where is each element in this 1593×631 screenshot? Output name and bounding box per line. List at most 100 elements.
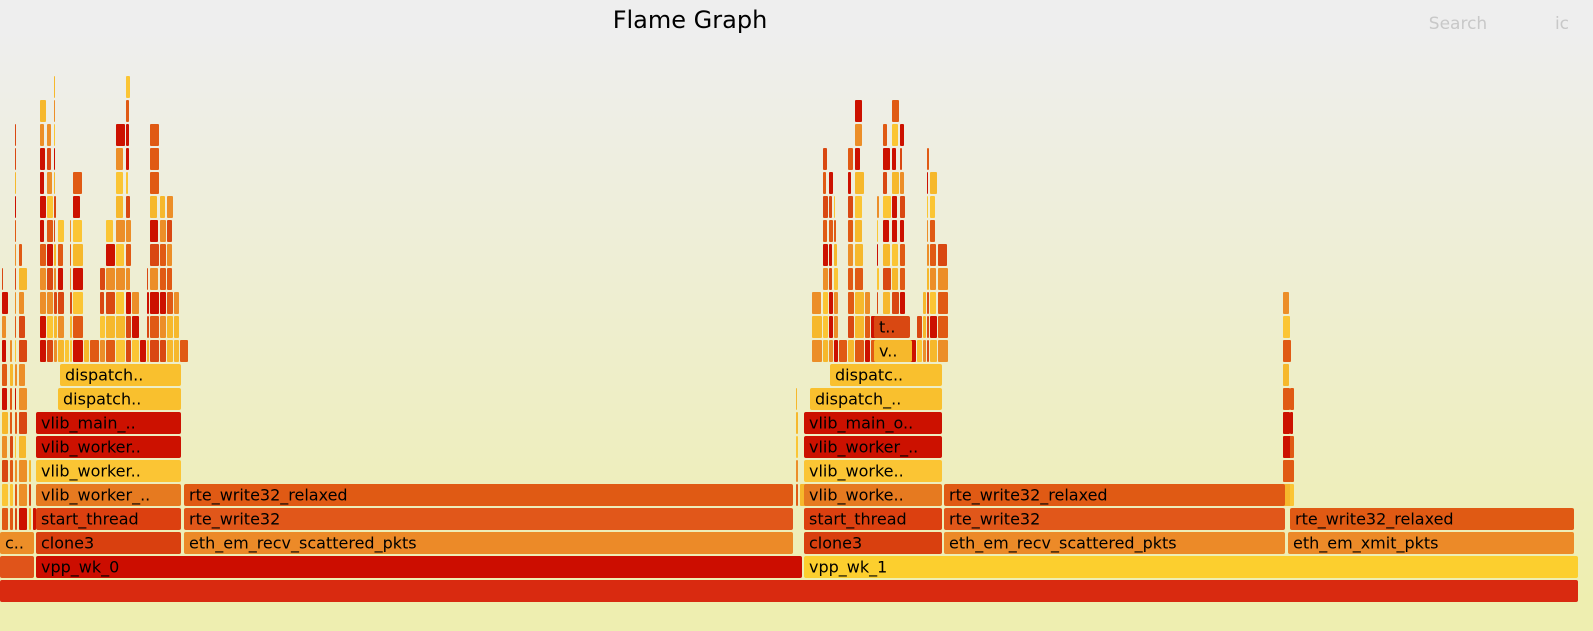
frame[interactable]: rte_write32 bbox=[184, 508, 793, 530]
small-frame[interactable] bbox=[54, 148, 55, 170]
small-frame[interactable] bbox=[15, 220, 16, 242]
small-frame[interactable] bbox=[106, 340, 115, 362]
small-frame[interactable] bbox=[174, 316, 179, 338]
small-frame[interactable] bbox=[132, 316, 139, 338]
small-frame[interactable] bbox=[70, 268, 71, 290]
small-frame[interactable] bbox=[2, 484, 8, 506]
small-frame[interactable] bbox=[848, 268, 853, 290]
small-frame[interactable] bbox=[174, 340, 179, 362]
small-frame[interactable] bbox=[823, 268, 828, 290]
frame-rect[interactable] bbox=[804, 484, 942, 506]
small-frame[interactable] bbox=[829, 340, 833, 362]
small-frame[interactable] bbox=[2, 292, 8, 314]
frame-rect[interactable] bbox=[1290, 508, 1574, 530]
small-frame[interactable] bbox=[19, 436, 26, 458]
frame[interactable]: rte_write32_relaxed bbox=[944, 484, 1285, 506]
small-frame[interactable] bbox=[147, 292, 149, 314]
small-frame[interactable] bbox=[2, 508, 8, 530]
small-frame[interactable] bbox=[19, 388, 27, 410]
small-frame[interactable] bbox=[126, 340, 131, 362]
small-frame[interactable] bbox=[892, 148, 896, 170]
small-frame[interactable] bbox=[930, 172, 937, 194]
small-frame[interactable] bbox=[126, 292, 131, 314]
small-frame[interactable] bbox=[19, 292, 24, 314]
small-frame[interactable] bbox=[160, 292, 166, 314]
small-frame[interactable] bbox=[84, 340, 89, 362]
small-frame[interactable] bbox=[829, 244, 832, 266]
small-frame[interactable] bbox=[180, 340, 188, 362]
small-frame[interactable] bbox=[855, 268, 863, 290]
small-frame[interactable] bbox=[15, 412, 17, 434]
small-frame[interactable] bbox=[54, 268, 56, 290]
small-frame[interactable] bbox=[150, 148, 159, 170]
small-frame[interactable] bbox=[2, 340, 6, 362]
small-frame[interactable] bbox=[54, 340, 57, 362]
small-frame[interactable] bbox=[848, 316, 854, 338]
small-frame[interactable] bbox=[106, 244, 115, 266]
small-frame[interactable] bbox=[855, 148, 860, 170]
small-frame[interactable] bbox=[930, 220, 935, 242]
small-frame[interactable] bbox=[877, 292, 878, 314]
frame[interactable]: eth_em_recv_scattered_pkts bbox=[184, 532, 793, 554]
small-frame[interactable] bbox=[834, 292, 838, 314]
small-frame[interactable] bbox=[938, 340, 948, 362]
small-frame[interactable] bbox=[1290, 484, 1294, 506]
frame[interactable]: vpp_wk_1 bbox=[804, 556, 1578, 578]
small-frame[interactable] bbox=[58, 292, 64, 314]
small-frame[interactable] bbox=[150, 316, 159, 338]
small-frame[interactable] bbox=[938, 316, 948, 338]
small-frame[interactable] bbox=[15, 196, 16, 218]
small-frame[interactable] bbox=[160, 268, 166, 290]
small-frame[interactable] bbox=[1290, 412, 1293, 434]
small-frame[interactable] bbox=[47, 196, 53, 218]
small-frame[interactable] bbox=[938, 244, 947, 266]
small-frame[interactable] bbox=[147, 268, 148, 290]
frame-rect[interactable] bbox=[804, 508, 942, 530]
small-frame[interactable] bbox=[29, 460, 31, 482]
small-frame[interactable] bbox=[73, 316, 83, 338]
small-frame[interactable] bbox=[883, 172, 887, 194]
small-frame[interactable] bbox=[116, 292, 124, 314]
frame[interactable]: start_thread bbox=[804, 508, 942, 530]
small-frame[interactable] bbox=[917, 340, 922, 362]
small-frame[interactable] bbox=[100, 292, 104, 314]
small-frame[interactable] bbox=[829, 268, 832, 290]
frame-rect[interactable] bbox=[36, 460, 181, 482]
frame[interactable]: clone3 bbox=[804, 532, 942, 554]
small-frame[interactable] bbox=[40, 172, 44, 194]
small-frame[interactable] bbox=[15, 436, 16, 458]
small-frame[interactable] bbox=[167, 196, 173, 218]
small-frame[interactable] bbox=[126, 148, 129, 170]
small-frame[interactable] bbox=[877, 196, 879, 218]
frame-rect[interactable] bbox=[36, 412, 181, 434]
small-frame[interactable] bbox=[855, 244, 863, 266]
small-frame[interactable] bbox=[930, 292, 936, 314]
small-frame[interactable] bbox=[823, 148, 827, 170]
small-frame[interactable] bbox=[883, 220, 889, 242]
small-frame[interactable] bbox=[54, 292, 57, 314]
small-frame[interactable] bbox=[47, 148, 51, 170]
frame-rect[interactable] bbox=[184, 532, 793, 554]
small-frame[interactable] bbox=[70, 292, 72, 314]
small-frame[interactable] bbox=[938, 268, 948, 290]
small-frame[interactable] bbox=[150, 220, 158, 242]
small-frame[interactable] bbox=[834, 268, 838, 290]
small-frame[interactable] bbox=[58, 268, 63, 290]
small-frame[interactable] bbox=[892, 172, 899, 194]
small-frame[interactable] bbox=[47, 220, 53, 242]
small-frame[interactable] bbox=[160, 220, 166, 242]
small-frame[interactable] bbox=[855, 100, 862, 122]
small-frame[interactable] bbox=[900, 172, 904, 194]
small-frame[interactable] bbox=[848, 292, 854, 314]
small-frame[interactable] bbox=[126, 76, 130, 98]
frame-rect[interactable] bbox=[60, 364, 181, 386]
small-frame[interactable] bbox=[823, 196, 828, 218]
small-frame[interactable] bbox=[70, 316, 72, 338]
small-frame[interactable] bbox=[834, 196, 835, 218]
small-frame[interactable] bbox=[930, 268, 936, 290]
small-frame[interactable] bbox=[33, 508, 36, 530]
small-frame[interactable] bbox=[829, 196, 832, 218]
frame-rect[interactable] bbox=[874, 316, 910, 338]
frame[interactable]: vlib_main_o.. bbox=[804, 412, 942, 434]
small-frame[interactable] bbox=[40, 316, 46, 338]
